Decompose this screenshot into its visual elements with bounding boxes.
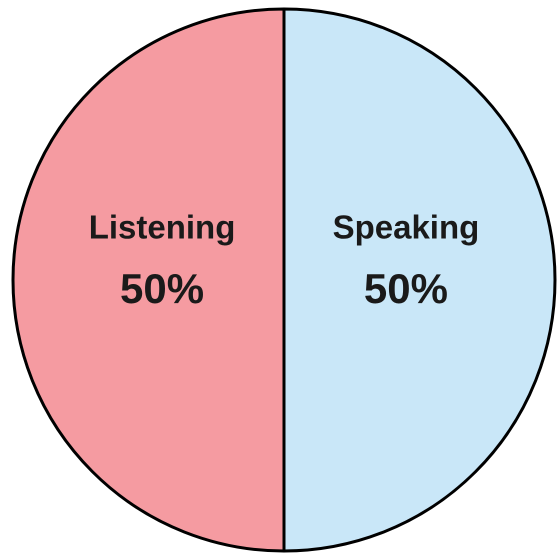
slice-value-label: 50% — [364, 265, 448, 312]
pie-slice — [11, 7, 286, 553]
slice-value-label: 50% — [120, 265, 204, 312]
slice-label: Listening — [89, 209, 236, 246]
slice-label: Speaking — [333, 209, 480, 246]
pie-slice — [282, 7, 557, 553]
